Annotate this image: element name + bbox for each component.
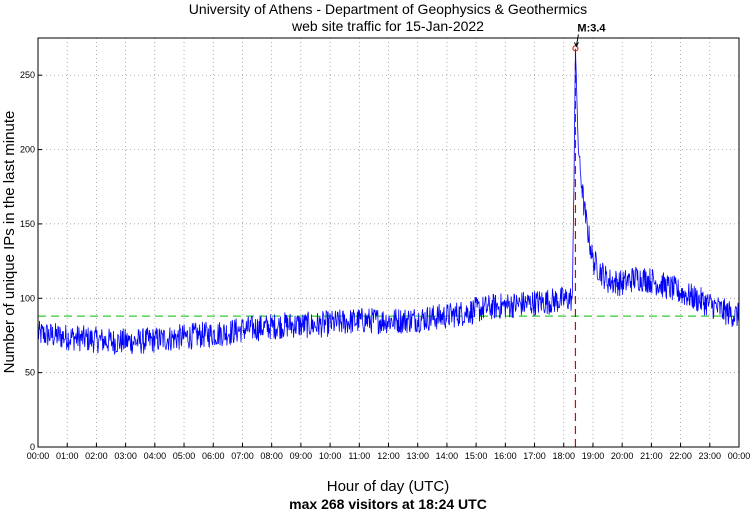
traffic-series-line xyxy=(37,48,740,355)
x-tick-labels: 00:00 01:00 02:00 03:00 04:00 05:00 06:00 07:00… xyxy=(27,451,750,461)
x-tick-label: 10:00 xyxy=(319,451,342,461)
x-tick-label: 11:00 xyxy=(348,451,370,461)
x-tick-label: 02:00 xyxy=(85,451,108,461)
x-tick-label: 00:00 xyxy=(728,451,750,461)
y-tick-label: 200 xyxy=(20,145,35,155)
plot-frame xyxy=(37,37,740,448)
annotation-arrowhead xyxy=(573,42,579,48)
x-tick-label: 08:00 xyxy=(260,451,283,461)
annotation-label: M:3.4 xyxy=(577,22,606,34)
x-tick-label: 06:00 xyxy=(202,451,225,461)
x-tick-label: 14:00 xyxy=(436,451,459,461)
y-tick-labels: 0 50 100 150 200 250 xyxy=(20,70,35,452)
x-tick-label: 21:00 xyxy=(640,451,663,461)
y-tick-label: 150 xyxy=(20,219,35,229)
x-tick-label: 05:00 xyxy=(173,451,196,461)
max-visitors-note: max 268 visitors at 18:24 UTC xyxy=(289,496,487,511)
chart-title: University of Athens - Department of Geo… xyxy=(189,1,587,17)
x-tick-label: 07:00 xyxy=(231,451,254,461)
x-tick-label: 19:00 xyxy=(582,451,605,461)
y-tick-label: 100 xyxy=(20,293,35,303)
x-tick-label: 23:00 xyxy=(699,451,722,461)
x-tick-label: 09:00 xyxy=(290,451,313,461)
x-tick-label: 13:00 xyxy=(406,451,429,461)
x-tick-label: 15:00 xyxy=(465,451,488,461)
x-axis-label: Hour of day (UTC) xyxy=(327,478,450,495)
annotation-arrow xyxy=(575,34,579,46)
x-tick-label: 17:00 xyxy=(523,451,546,461)
y-tick-label: 0 xyxy=(30,442,35,452)
x-tick-label: 03:00 xyxy=(114,451,137,461)
y-axis-label: Number of unique IPs in the last minute xyxy=(1,111,18,374)
peak-marker xyxy=(572,45,579,52)
y-tick-label: 50 xyxy=(25,368,35,378)
y-tick-label: 250 xyxy=(20,70,35,80)
event-annotation: M:3.4 xyxy=(572,22,606,52)
grid-lines xyxy=(37,38,740,448)
x-tick-label: 00:00 xyxy=(27,451,50,461)
x-tick-label: 16:00 xyxy=(494,451,517,461)
x-tick-label: 12:00 xyxy=(377,451,400,461)
x-tick-label: 22:00 xyxy=(669,451,692,461)
x-tick-label: 18:00 xyxy=(552,451,575,461)
x-tick-label: 20:00 xyxy=(611,451,634,461)
x-tick-label: 04:00 xyxy=(144,451,167,461)
chart-subtitle: web site traffic for 15-Jan-2022 xyxy=(291,18,484,34)
x-tick-label: 01:00 xyxy=(56,451,79,461)
